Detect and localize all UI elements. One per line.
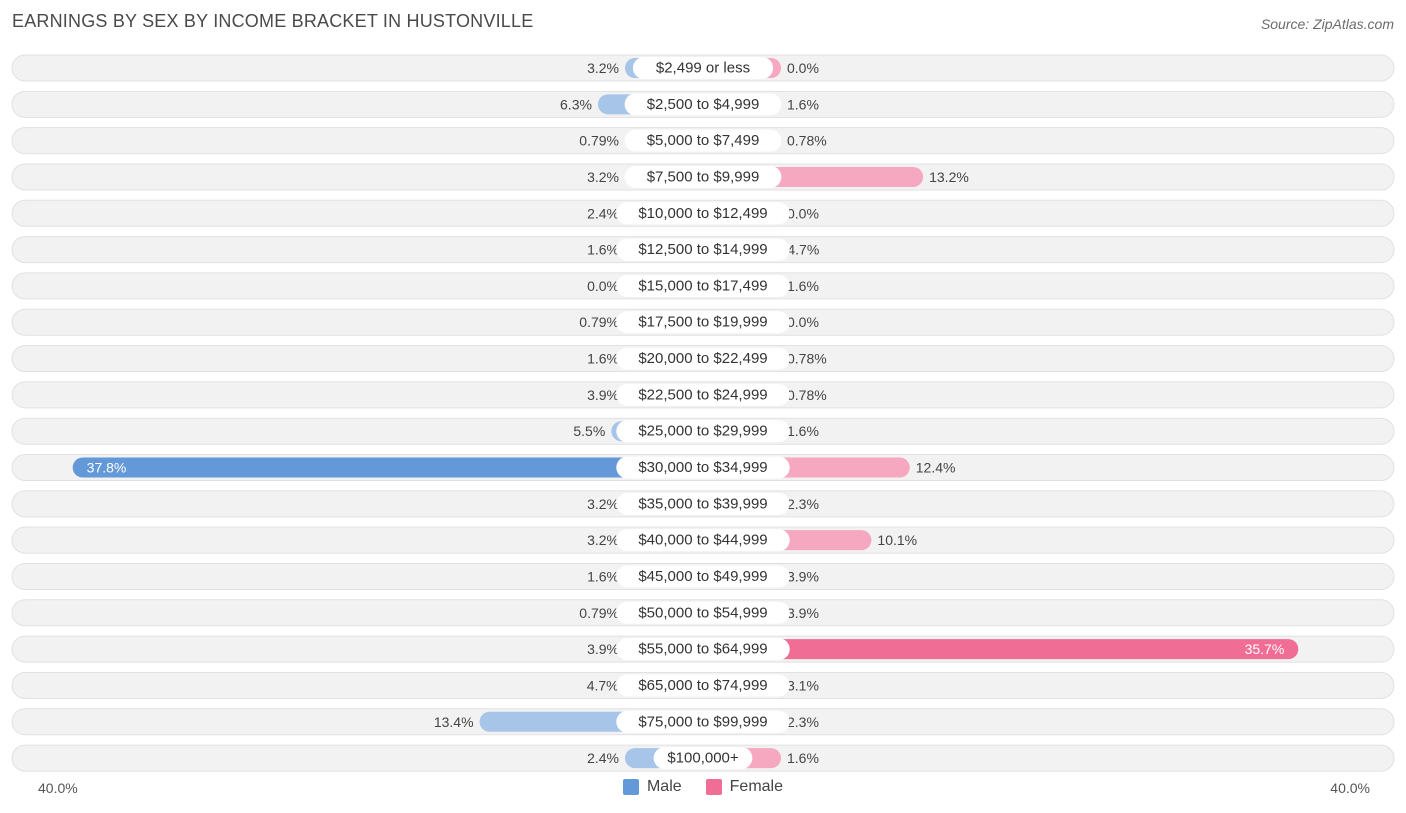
category-label: $55,000 to $64,999 — [638, 641, 767, 658]
male-value-label: 0.79% — [579, 133, 619, 149]
legend-item-male[interactable]: Male — [622, 778, 682, 796]
category-label: $2,500 to $4,999 — [647, 96, 760, 113]
category-pill — [632, 57, 774, 79]
female-value-label: 0.78% — [787, 351, 827, 367]
female-value-label: 1.6% — [787, 96, 819, 112]
female-value-label: 10.1% — [877, 532, 917, 548]
male-value-label: 3.9% — [587, 641, 619, 657]
category-label: $20,000 to $22,499 — [638, 350, 767, 367]
category-label: $75,000 to $99,999 — [638, 713, 767, 730]
category-pill — [616, 710, 790, 733]
category-pill — [624, 93, 782, 116]
male-value-label: 2.4% — [587, 750, 619, 766]
female-value-label: 1.6% — [787, 423, 819, 439]
male-value-label: 2.4% — [587, 205, 619, 221]
category-pill — [616, 238, 790, 261]
category-pill — [616, 274, 790, 297]
category-label: $17,500 to $19,999 — [638, 314, 767, 331]
category-label: $22,500 to $24,999 — [638, 386, 767, 403]
female-value-label: 1.6% — [787, 278, 819, 294]
female-value-label: 4.7% — [787, 242, 819, 258]
chart-title: EARNINGS BY SEX BY INCOME BRACKET IN HUS… — [12, 11, 534, 31]
category-pill — [653, 747, 753, 770]
category-label: $12,500 to $14,999 — [638, 241, 767, 258]
female-value-label: 13.2% — [929, 169, 969, 185]
category-pill — [616, 347, 790, 370]
female-value-label: 0.0% — [787, 314, 819, 330]
category-pill — [616, 565, 790, 588]
axis-left-label: 40.0% — [38, 780, 78, 796]
male-value-label: 0.79% — [579, 314, 619, 330]
category-label: $50,000 to $54,999 — [638, 604, 767, 621]
category-pill — [616, 311, 790, 334]
source-label: Source: ZipAtlas.com — [1260, 16, 1394, 32]
legend-item-female[interactable]: Female — [705, 778, 784, 796]
male-value-label: 3.2% — [587, 532, 619, 548]
category-label: $35,000 to $39,999 — [638, 495, 767, 512]
female-value-label: 0.0% — [787, 60, 819, 76]
male-value-label: 0.79% — [579, 605, 619, 621]
female-value-label: 1.6% — [787, 750, 819, 766]
male-value-label: 13.4% — [434, 714, 474, 730]
category-pill — [616, 638, 790, 661]
category-label: $100,000+ — [667, 750, 739, 767]
male-value-label: 4.7% — [587, 677, 619, 693]
male-value-label: 1.6% — [587, 351, 619, 367]
male-value-label: 0.0% — [587, 278, 619, 294]
category-label: $2,499 or less — [656, 60, 750, 77]
male-value-label: 3.2% — [587, 60, 619, 76]
female-value-label: 2.3% — [787, 496, 819, 512]
category-label: $7,500 to $9,999 — [647, 168, 760, 185]
category-pill — [624, 129, 782, 152]
category-pill — [616, 601, 790, 624]
category-label: $15,000 to $17,499 — [638, 277, 767, 294]
male-value-label: 3.9% — [587, 387, 619, 403]
male-bar — [72, 457, 703, 478]
category-label: $40,000 to $44,999 — [638, 532, 767, 549]
female-value-label: 35.7% — [1245, 641, 1285, 657]
female-value-label: 0.78% — [787, 133, 827, 149]
category-label: $45,000 to $49,999 — [638, 568, 767, 585]
male-value-label: 6.3% — [560, 96, 592, 112]
axis-right-label: 40.0% — [1330, 780, 1370, 796]
legend-swatch-male — [622, 779, 639, 795]
category-pill — [616, 674, 790, 697]
category-pill — [624, 165, 782, 188]
male-value-label: 1.6% — [587, 242, 619, 258]
male-value-label: 1.6% — [587, 568, 619, 584]
category-pill — [616, 383, 790, 406]
legend-swatch-female — [705, 779, 722, 795]
female-value-label: 2.3% — [787, 714, 819, 730]
legend-label-female: Female — [729, 778, 784, 795]
male-value-label: 37.8% — [87, 460, 127, 476]
category-label: $5,000 to $7,499 — [647, 132, 760, 149]
category-pill — [616, 492, 790, 515]
female-bar — [703, 639, 1299, 660]
female-value-label: 12.4% — [916, 460, 956, 476]
category-pill — [616, 202, 790, 225]
male-value-label: 3.2% — [587, 169, 619, 185]
category-label: $65,000 to $74,999 — [638, 677, 767, 694]
female-value-label: 0.78% — [787, 387, 827, 403]
legend-label-male: Male — [646, 778, 682, 795]
female-value-label: 0.0% — [787, 205, 819, 221]
category-label: $30,000 to $34,999 — [638, 459, 767, 476]
category-pill — [616, 456, 790, 479]
category-pill — [616, 529, 790, 552]
female-value-label: 3.9% — [787, 568, 819, 584]
category-label: $25,000 to $29,999 — [638, 423, 767, 440]
legend: Male Female — [0, 778, 1406, 796]
category-label: $10,000 to $12,499 — [638, 205, 767, 222]
male-value-label: 5.5% — [573, 423, 605, 439]
male-value-label: 3.2% — [587, 496, 619, 512]
category-pill — [616, 420, 790, 443]
female-value-label: 3.1% — [787, 677, 819, 693]
female-value-label: 3.9% — [787, 605, 819, 621]
